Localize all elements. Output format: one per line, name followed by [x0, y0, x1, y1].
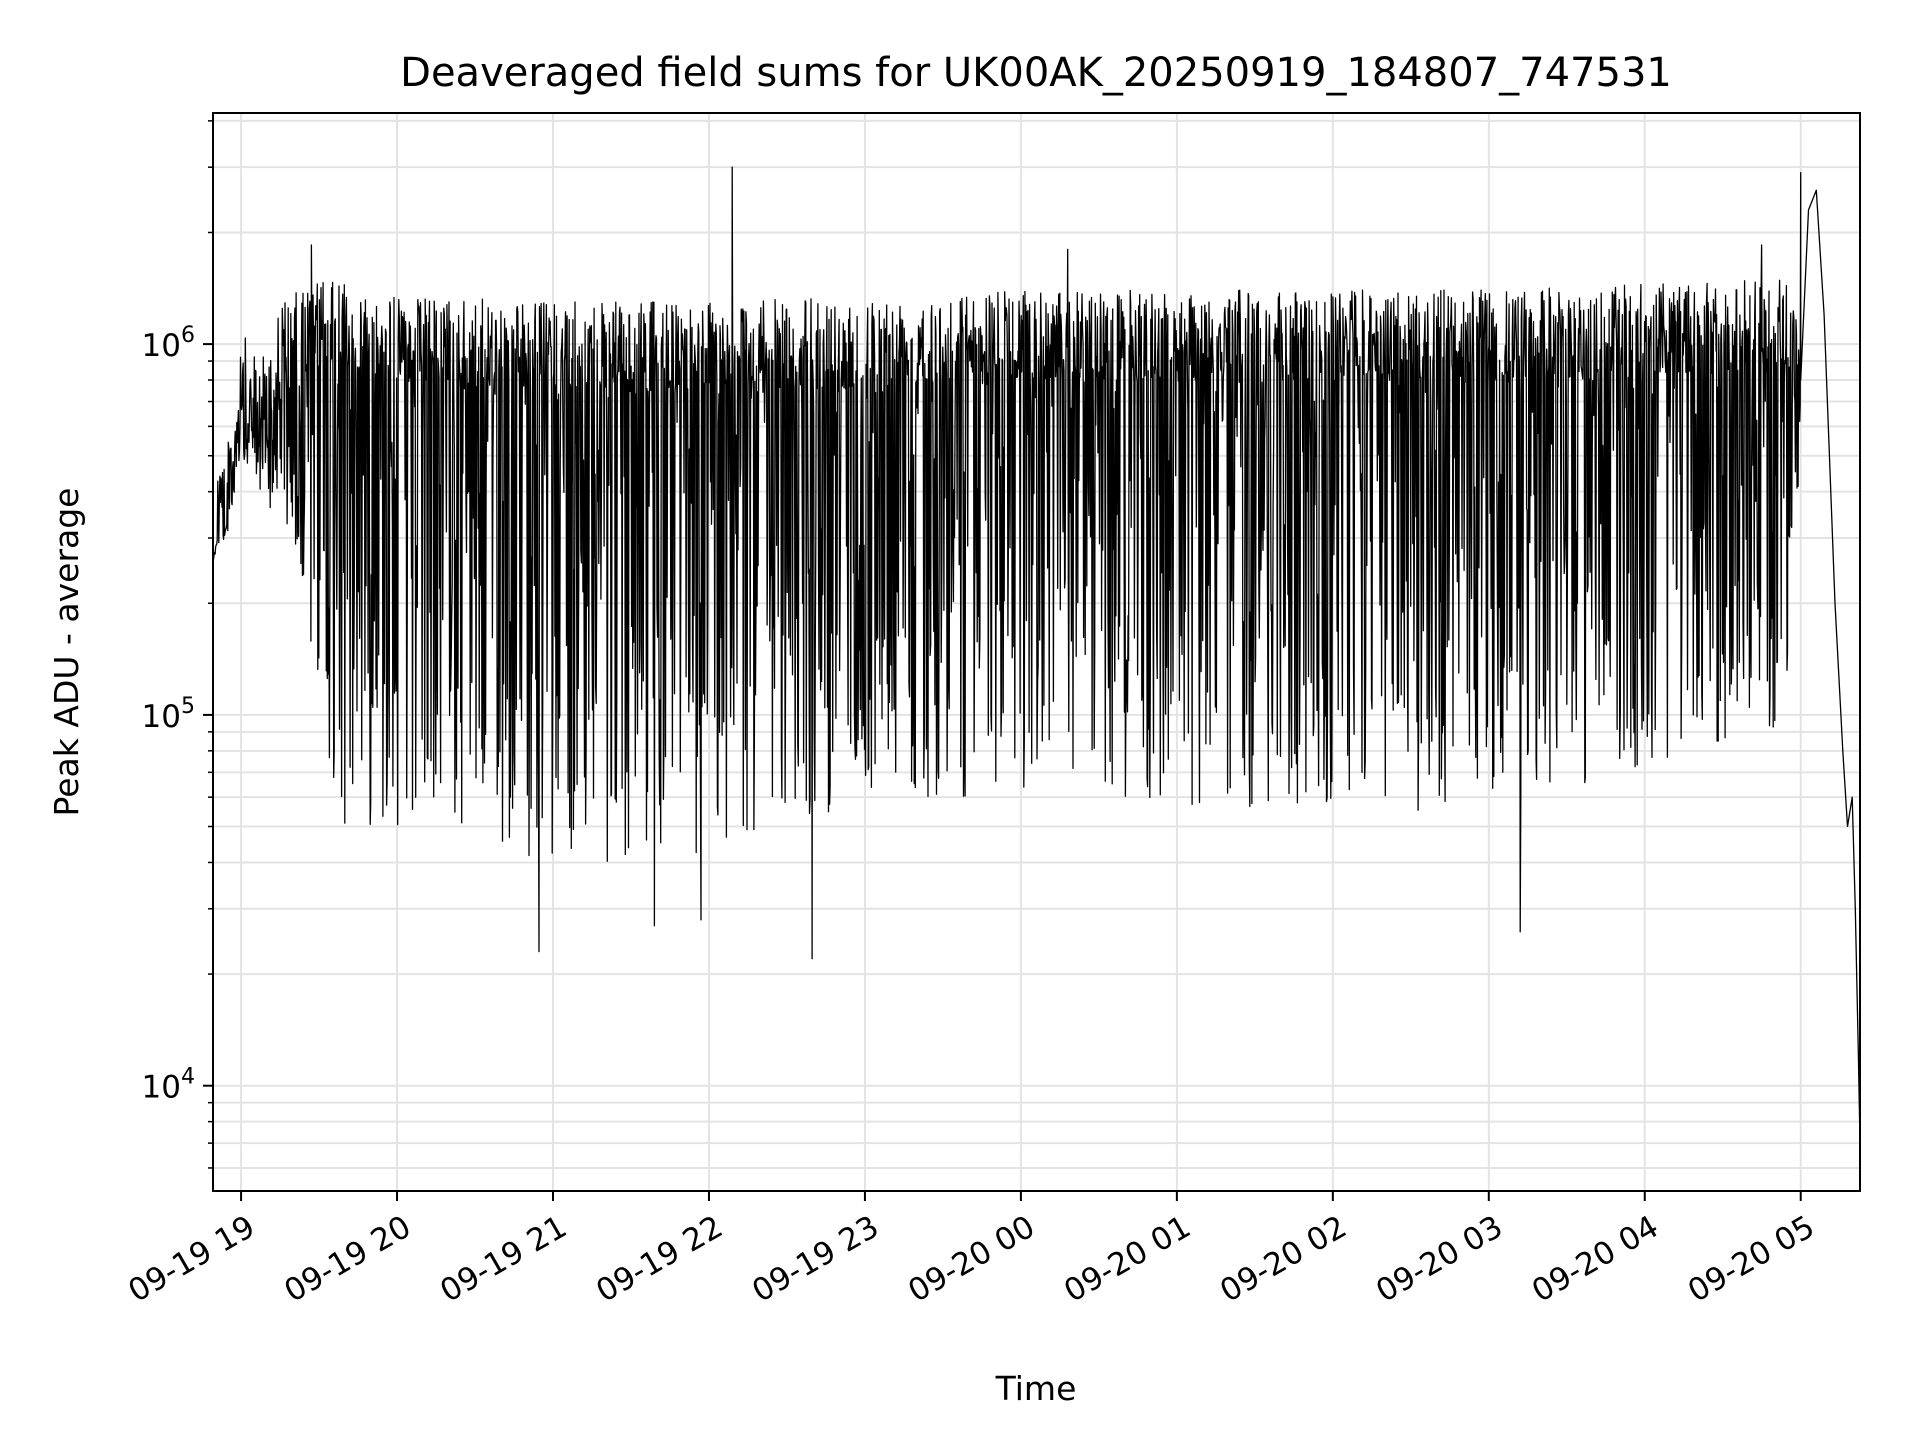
grid: [213, 113, 1860, 1191]
y-tick-exponent: 6: [181, 323, 195, 348]
y-tick-label: 105: [142, 694, 195, 735]
y-tick-label: 106: [142, 323, 195, 364]
chart-title: Deaveraged field sums for UK00AK_2025091…: [400, 50, 1672, 96]
y-axis-label: Peak ADU - average: [47, 488, 86, 817]
y-tick-base: 10: [142, 1070, 181, 1106]
y-tick-exponent: 5: [181, 694, 195, 719]
series-layer: [212, 166, 1861, 1144]
series-line-peak-adu: [212, 166, 1861, 1144]
y-tick-base: 10: [142, 699, 181, 735]
y-tick-exponent: 4: [181, 1065, 195, 1090]
x-axis-label: Time: [995, 1369, 1077, 1408]
y-tick-base: 10: [142, 328, 181, 364]
y-tick-label: 104: [142, 1065, 195, 1106]
plot-area-frame: [212, 112, 1861, 1192]
